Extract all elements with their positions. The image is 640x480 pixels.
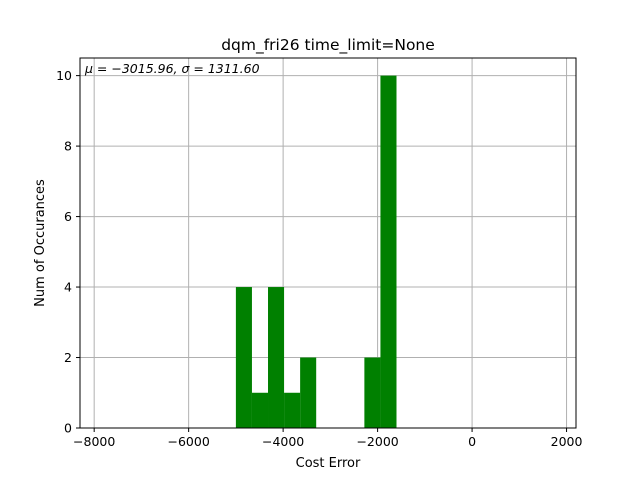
histogram-bar — [284, 392, 301, 428]
chart-title: dqm_fri26 time_limit=None — [221, 36, 435, 55]
y-axis-label: Num of Occurances — [33, 179, 48, 307]
x-tick-label: −8000 — [73, 434, 115, 449]
x-tick-label: 0 — [468, 434, 476, 449]
grid — [80, 58, 576, 429]
x-tick-label: 2000 — [551, 434, 583, 449]
x-tick-label: −6000 — [167, 434, 209, 449]
bars — [235, 75, 397, 428]
x-axis-ticks: −8000 −6000 −4000 −2000 0 2000 — [73, 428, 583, 449]
histogram-bar — [235, 287, 252, 428]
histogram-bar — [364, 357, 381, 428]
x-tick-label: −2000 — [356, 434, 398, 449]
stats-annotation: μ = −3015.96, σ = 1311.60 — [84, 61, 260, 76]
y-tick-label: 8 — [64, 139, 72, 154]
histogram-bar — [380, 75, 397, 428]
histogram-bar — [268, 287, 285, 428]
plot-frame — [79, 57, 577, 429]
histogram-bar — [251, 392, 269, 428]
y-tick-label: 6 — [64, 209, 72, 224]
x-axis-label: Cost Error — [296, 456, 361, 471]
y-tick-label: 10 — [56, 68, 72, 83]
y-tick-label: 2 — [64, 350, 72, 365]
y-tick-label: 4 — [64, 280, 72, 295]
x-tick-label: −4000 — [262, 434, 304, 449]
y-axis-ticks: 0 2 4 6 8 10 — [56, 68, 80, 436]
y-tick-label: 0 — [64, 421, 72, 436]
histogram-bar — [300, 357, 317, 428]
